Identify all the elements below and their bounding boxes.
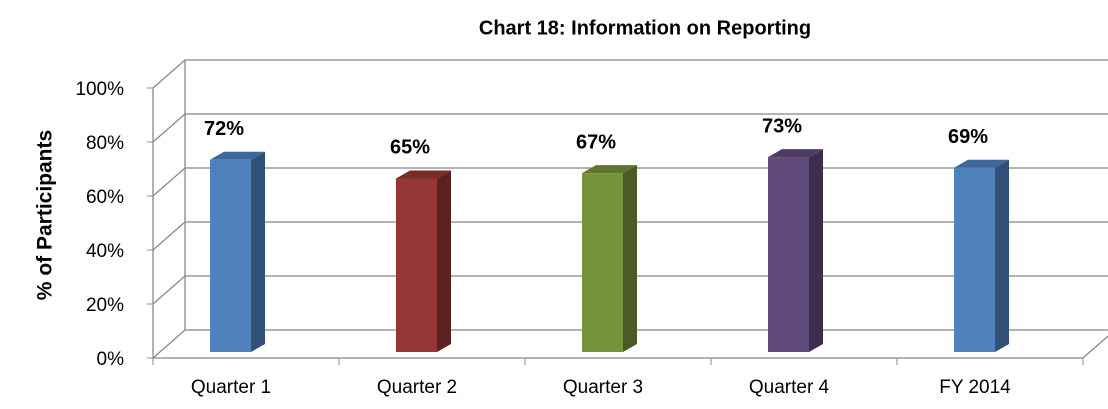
bar-top [210, 151, 265, 160]
y-tick-label: 100% [75, 79, 124, 100]
y-tick-label: 40% [86, 241, 124, 262]
x-tick-label: Quarter 2 [377, 377, 457, 398]
bar-side [995, 159, 1009, 352]
x-tick-label: Quarter 3 [563, 377, 643, 398]
bar [768, 157, 809, 352]
data-label: 67% [576, 131, 616, 153]
data-label: 69% [948, 126, 988, 148]
y-axis-label: % of Participants [34, 130, 57, 300]
data-label: 72% [204, 118, 244, 140]
y-tick-label: 0% [97, 349, 125, 370]
bar-top [954, 159, 1009, 168]
data-label: 73% [762, 115, 802, 137]
data-label: 65% [390, 137, 430, 159]
grid-line [152, 59, 1108, 89]
bar-side [251, 151, 265, 352]
chart-title: Chart 18: Information on Reporting [479, 17, 811, 39]
x-tick-label: Quarter 4 [749, 377, 830, 398]
bar [954, 167, 995, 352]
y-tick-label: 60% [86, 187, 124, 208]
y-tick-label: 20% [86, 295, 124, 316]
bar [210, 159, 251, 352]
bar-side [809, 149, 823, 352]
bar-side [623, 165, 637, 352]
bar-top [768, 149, 823, 158]
bar-top [396, 170, 451, 179]
bar-top [582, 165, 637, 174]
bar-side [437, 170, 451, 352]
bar [396, 178, 437, 352]
y-tick-label: 80% [86, 133, 124, 154]
x-tick-label: Quarter 1 [191, 377, 271, 398]
bar [582, 173, 623, 352]
x-tick-label: FY 2014 [939, 377, 1011, 398]
